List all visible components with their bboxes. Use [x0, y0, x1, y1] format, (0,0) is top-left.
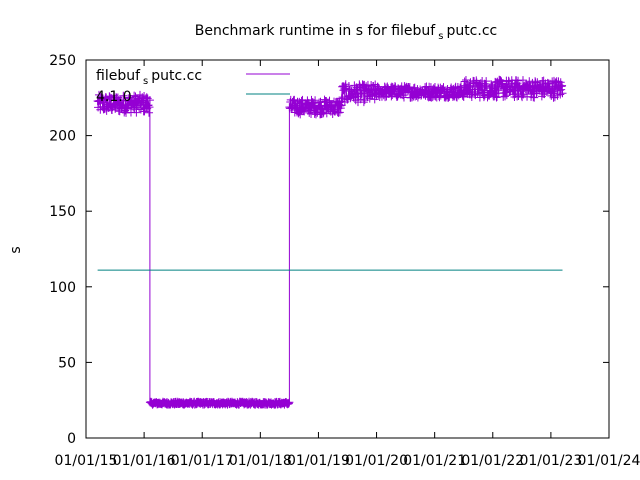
series-1-point — [316, 97, 325, 106]
series-1-point — [135, 103, 144, 112]
series-1-point — [329, 105, 338, 114]
chart-title: Benchmark runtime in s for filebuf s putc.… — [195, 23, 497, 42]
legend-label-series-1: filebuf s putc.cc — [96, 68, 202, 87]
series-markers — [93, 75, 567, 409]
series-1-point — [530, 93, 539, 102]
legend-label-series-2: 4.1.0 — [96, 89, 132, 105]
series-1-point — [145, 103, 154, 112]
series-1-point — [488, 83, 497, 92]
series-1-point — [285, 398, 294, 407]
series-1-point — [405, 83, 414, 92]
y-tick-label: 100 — [49, 280, 76, 296]
chart-title-sub: s — [438, 31, 443, 42]
x-tick-label: 01/01/20 — [345, 453, 408, 469]
series-1-point — [370, 95, 379, 104]
series-1-point — [459, 92, 468, 101]
x-tick-label: 01/01/21 — [403, 453, 466, 469]
y-tick-label: 50 — [58, 355, 76, 371]
x-tick-label: 01/01/15 — [55, 453, 118, 469]
series-1-point — [325, 96, 334, 105]
x-tick-label: 01/01/19 — [287, 453, 350, 469]
series-1-point — [337, 101, 346, 110]
x-tick-label: 01/01/22 — [461, 453, 524, 469]
series-1-point — [513, 92, 522, 101]
series-1-point — [381, 93, 390, 102]
series-1-point — [549, 93, 558, 102]
series-1-point — [514, 76, 523, 85]
series-1-point — [501, 92, 510, 101]
series-1-point — [558, 89, 567, 98]
x-axis-ticks: 01/01/1501/01/1601/01/1701/01/1801/01/19… — [55, 60, 640, 469]
series-1-point — [556, 78, 565, 87]
x-tick-label: 01/01/18 — [229, 453, 292, 469]
x-tick-label: 01/01/23 — [519, 453, 582, 469]
y-axis-label: s — [8, 246, 24, 253]
series-1-point — [132, 108, 141, 117]
series-1-point — [461, 76, 470, 85]
series-1-point — [518, 76, 527, 85]
legend: filebuf s putc.cc 4.1.0 — [96, 68, 290, 105]
chart-title-tail: putc.cc — [446, 23, 497, 39]
y-tick-label: 250 — [49, 53, 76, 69]
series-1-line — [97, 79, 563, 407]
series-1-point — [145, 96, 154, 105]
y-axis-ticks: 0 50 100 150 200 250 — [49, 53, 609, 447]
series-1-point — [344, 82, 353, 91]
x-tick-label: 01/01/17 — [171, 453, 234, 469]
series-1-point — [144, 101, 153, 110]
plot-frame — [85, 59, 610, 439]
chart-title-main: Benchmark runtime in s for filebuf — [195, 23, 437, 39]
series-1-point — [358, 89, 367, 98]
series-1-point — [359, 98, 368, 107]
series-1-point — [130, 91, 139, 100]
series-1-point — [311, 96, 320, 105]
y-tick-label: 200 — [49, 129, 76, 145]
series-1-point — [558, 81, 567, 90]
y-tick-label: 150 — [49, 204, 76, 220]
series-1-point — [119, 91, 128, 100]
x-tick-label: 01/01/16 — [113, 453, 176, 469]
x-tick-label: 01/01/24 — [578, 453, 640, 469]
series-1-point — [117, 96, 126, 105]
y-tick-label: 0 — [67, 431, 76, 447]
series-1-point — [499, 92, 508, 101]
